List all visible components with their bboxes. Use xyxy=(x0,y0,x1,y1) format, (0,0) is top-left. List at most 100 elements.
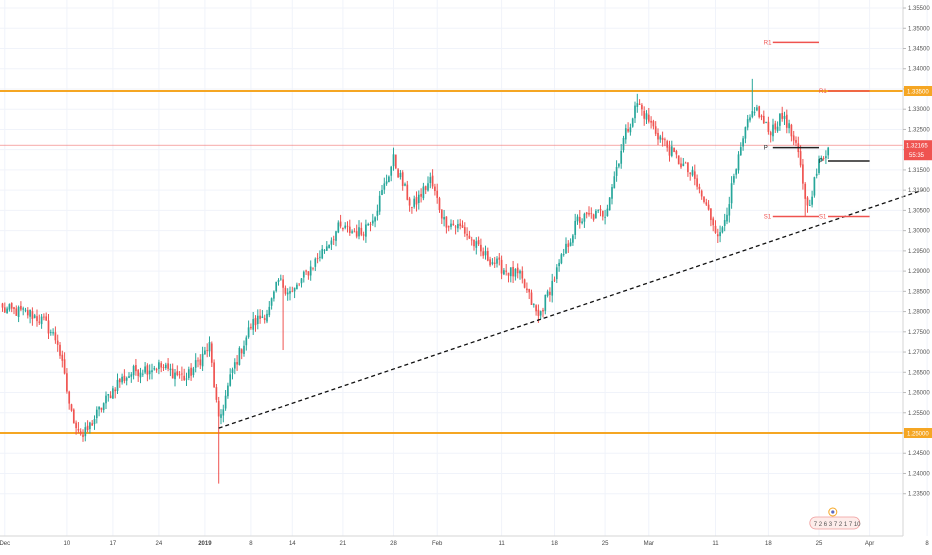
candle-body xyxy=(291,290,294,292)
candle-body xyxy=(498,257,501,260)
candle-body xyxy=(160,363,163,368)
candle xyxy=(109,391,112,399)
candle xyxy=(544,294,547,315)
price-tick-label: 1.29500 xyxy=(908,249,930,255)
candle xyxy=(468,230,471,239)
candle-body xyxy=(696,178,698,187)
candle xyxy=(454,225,457,235)
candle xyxy=(818,155,820,175)
events-badge[interactable]: 7 2 6 3 7 2 1 7 10 xyxy=(809,507,861,530)
candle xyxy=(555,264,558,284)
candle xyxy=(521,266,524,284)
candle xyxy=(661,131,664,147)
candle-body xyxy=(229,374,232,386)
time-tick-label: 8 xyxy=(249,541,253,547)
candle xyxy=(710,208,712,227)
price-axis[interactable]: 1.35500 1.35000 1.34500 1.34000 1.33500 1.330… xyxy=(902,0,932,536)
candle xyxy=(95,406,98,424)
candle-body xyxy=(374,217,376,222)
time-tick-label: 18 xyxy=(551,541,558,547)
candle-body xyxy=(31,311,34,319)
candle-body xyxy=(337,222,340,233)
candle-body xyxy=(578,216,581,223)
candle xyxy=(43,313,45,321)
candle-body xyxy=(788,123,790,129)
pivot-layer: R1 R1 P P S1 S1 xyxy=(764,40,870,220)
candle-body xyxy=(392,154,395,167)
candle-body xyxy=(588,212,590,215)
candle xyxy=(498,253,501,266)
candle xyxy=(611,184,613,205)
candle xyxy=(238,346,241,366)
time-axis[interactable]: Dec 10 17 24 2019 8 14 21 28 Feb 11 18 25 Mar 11 18 25 Ap… xyxy=(0,535,929,547)
candle xyxy=(298,283,301,287)
price-tick-label: 1.30500 xyxy=(908,208,930,214)
candle xyxy=(703,196,705,204)
candle-body xyxy=(749,117,751,121)
candle-body xyxy=(116,379,119,391)
candle xyxy=(243,340,245,357)
candle-body xyxy=(781,112,784,119)
candle-body xyxy=(647,114,650,122)
candle xyxy=(270,297,273,310)
candle-body xyxy=(141,373,144,375)
candle xyxy=(385,174,388,186)
candle xyxy=(659,134,662,143)
candle xyxy=(528,288,531,300)
candle-body xyxy=(753,111,756,113)
candle xyxy=(802,158,804,190)
candle-body xyxy=(107,393,110,396)
candle-body xyxy=(158,362,160,369)
candle xyxy=(45,312,48,321)
events-badge-bg[interactable] xyxy=(809,516,861,530)
candle-body xyxy=(496,258,498,264)
candle xyxy=(49,329,52,336)
candle-body xyxy=(657,132,659,140)
candle-body xyxy=(785,114,788,128)
candle-body xyxy=(123,375,126,382)
candle xyxy=(132,364,135,380)
candle-body xyxy=(54,332,57,341)
candle-body xyxy=(40,316,43,325)
candle xyxy=(358,220,360,240)
candle xyxy=(282,275,284,351)
candle xyxy=(808,199,811,207)
candle xyxy=(424,185,427,195)
candle xyxy=(176,365,179,377)
candle xyxy=(160,361,163,373)
candle xyxy=(608,197,611,211)
candle-body xyxy=(263,318,266,320)
candle-body xyxy=(645,113,648,120)
candle xyxy=(415,191,418,212)
candle xyxy=(542,307,544,318)
candle xyxy=(233,358,236,375)
candle xyxy=(486,247,489,262)
candle xyxy=(291,286,294,293)
candle-body xyxy=(112,388,114,399)
candle xyxy=(645,110,648,124)
candle xyxy=(401,170,404,191)
candle-body xyxy=(185,378,188,380)
dashed-trendline[interactable] xyxy=(218,189,923,429)
candle-body xyxy=(254,318,257,326)
candle-body xyxy=(608,197,611,211)
candle xyxy=(436,183,439,204)
candle xyxy=(779,113,781,131)
trendline-layer[interactable] xyxy=(218,189,923,429)
candle-body xyxy=(118,378,121,383)
candle xyxy=(77,422,80,434)
candle-body xyxy=(153,368,156,370)
pivot-label: R1 xyxy=(764,40,772,46)
candle xyxy=(618,163,620,169)
candle-body xyxy=(491,262,494,264)
candle-body xyxy=(661,137,664,140)
candle-body xyxy=(553,279,556,281)
horizontal-levels[interactable] xyxy=(0,89,903,435)
candle-body xyxy=(213,362,215,388)
candle xyxy=(666,139,669,152)
candle-body xyxy=(514,268,517,277)
candle xyxy=(399,170,402,180)
candle-body xyxy=(707,204,710,210)
